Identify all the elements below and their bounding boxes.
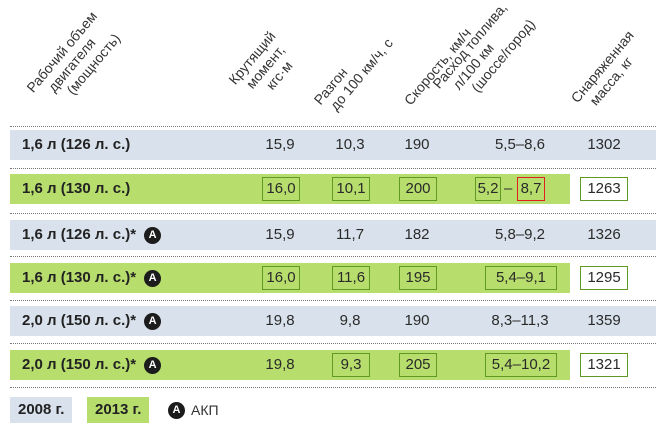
- row-separator: [10, 343, 656, 344]
- table-row: 2,0 л (150 л. с.)* A 19,8 9,3 205 5,4–10,…: [10, 350, 570, 380]
- table-row: 1,6 л (130 л. с.) 16,0 10,1 200 5,2 – 8,…: [10, 174, 570, 204]
- akp-icon: A: [144, 226, 162, 244]
- row-label-text: 1,6 л (126 л. с.)*: [22, 226, 137, 243]
- mass-value: 1326: [587, 226, 621, 243]
- row-label-text: 2,0 л (150 л. с.)*: [22, 312, 137, 329]
- row-label-text: 2,0 л (150 л. с.)*: [22, 356, 137, 373]
- row-label: 2,0 л (150 л. с.)* A: [22, 306, 162, 336]
- legend-akp-label: АКП: [191, 402, 219, 418]
- row-label: 2,0 л (150 л. с.)* A: [22, 350, 162, 380]
- fuel-value: 5,4–9,1: [485, 266, 557, 290]
- akp-icon: A: [168, 401, 185, 419]
- row-label-text: 1,6 л (130 л. с.)*: [22, 269, 137, 286]
- header-torque: Крутящий момент, кгс·м: [225, 28, 303, 108]
- mass-value: 1302: [587, 136, 621, 153]
- table-row: 2,0 л (150 л. с.)* A 19,8 9,8 190 8,3–11,…: [10, 306, 656, 336]
- accel-value: 11,6: [332, 266, 370, 290]
- mass-value: 1321: [580, 353, 628, 377]
- row-label: 1,6 л (126 л. с.): [22, 130, 130, 160]
- row-separator: [10, 168, 656, 169]
- mass-value: 1263: [580, 177, 628, 201]
- row-separator: [10, 213, 656, 214]
- table-row: 1,6 л (130 л. с.)* A 16,0 11,6 195 5,4–9,…: [10, 263, 570, 293]
- row-separator: [10, 300, 656, 301]
- accel-value: 10,1: [332, 177, 370, 201]
- torque-value: 19,8: [265, 312, 295, 329]
- header-mass: Снаряженная масса, кг: [567, 27, 649, 116]
- accel-value: 10,3: [335, 136, 365, 153]
- row-separator: [10, 126, 656, 127]
- fuel-value: 8,3–11,3: [491, 312, 549, 329]
- fuel-value-highway: 5,2: [475, 177, 501, 201]
- fuel-separator: –: [504, 180, 513, 197]
- row-label: 1,6 л (126 л. с.)* A: [22, 220, 162, 250]
- row-label-text: 1,6 л (126 л. с.): [22, 136, 131, 153]
- table-row: 1,6 л (126 л. с.) 15,9 10,3 190 5,5–8,6 …: [10, 130, 656, 160]
- torque-value: 19,8: [265, 356, 295, 373]
- akp-icon: A: [144, 312, 162, 330]
- akp-icon: A: [144, 356, 162, 374]
- fuel-value: 5,5–8,6: [494, 136, 546, 153]
- legend-2008: 2008 г.: [10, 397, 73, 423]
- table-row: 1,6 л (126 л. с.)* A 15,9 11,7 182 5,8–9,…: [10, 220, 656, 250]
- legend-akp: A АКП: [168, 397, 219, 423]
- torque-value: 15,9: [265, 226, 295, 243]
- speed-value: 195: [399, 266, 437, 290]
- speed-value: 205: [399, 353, 437, 377]
- header-accel: Разгон до 100 км/ч, с: [310, 25, 395, 118]
- accel-value: 9,8: [339, 312, 361, 329]
- speed-value: 190: [404, 136, 430, 153]
- fuel-value: 5,4–10,2: [485, 353, 557, 377]
- speed-value: 200: [399, 177, 437, 201]
- row-label: 1,6 л (130 л. с.)* A: [22, 263, 162, 293]
- speed-value: 182: [404, 226, 430, 243]
- speed-value: 190: [404, 312, 430, 329]
- mass-value: 1359: [587, 312, 621, 329]
- row-separator: [10, 387, 656, 388]
- mass-value: 1295: [580, 266, 628, 290]
- fuel-value-city: 8,7: [517, 177, 545, 201]
- fuel-value: 5,8–9,2: [494, 226, 546, 243]
- accel-value: 11,7: [335, 226, 365, 243]
- akp-icon: A: [144, 269, 162, 287]
- row-separator: [10, 256, 656, 257]
- legend-2013: 2013 г.: [87, 397, 150, 423]
- row-label: 1,6 л (130 л. с.): [22, 174, 130, 204]
- row-label-text: 1,6 л (130 л. с.): [22, 180, 131, 197]
- header-volume: Рабочий объем двигателя (мощность): [23, 8, 124, 116]
- torque-value: 15,9: [265, 136, 295, 153]
- torque-value: 16,0: [262, 266, 300, 290]
- torque-value: 16,0: [262, 177, 300, 201]
- accel-value: 9,3: [332, 353, 370, 377]
